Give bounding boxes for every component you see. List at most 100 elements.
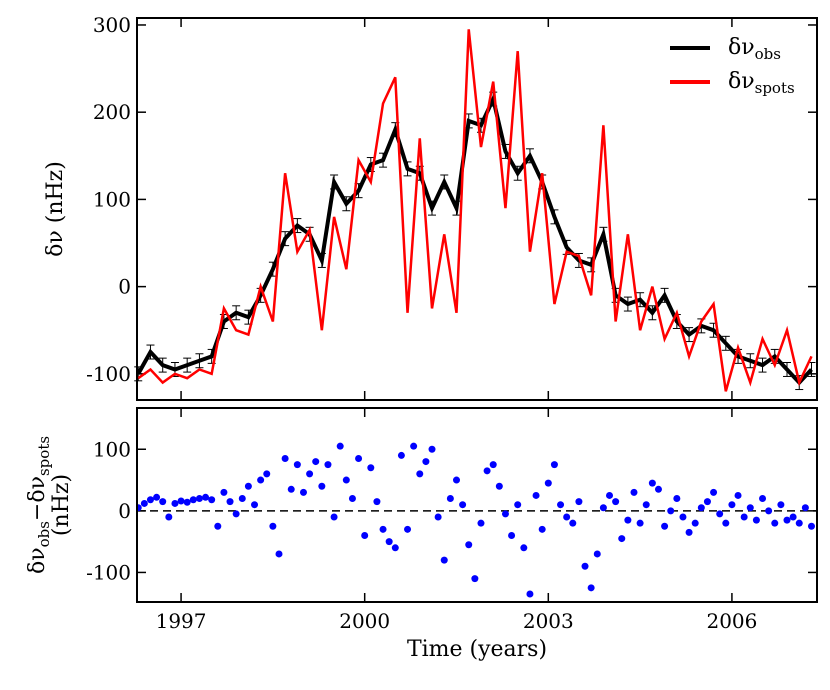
point (734, 491, 742, 499)
point (336, 442, 344, 450)
point (538, 525, 546, 533)
point (612, 498, 620, 506)
point (202, 493, 210, 501)
point (137, 504, 142, 512)
point (581, 562, 589, 570)
point (312, 458, 320, 466)
point (391, 544, 399, 552)
point (299, 488, 307, 496)
point (801, 504, 809, 512)
point (759, 495, 767, 503)
point (563, 513, 571, 521)
y-label: δν (nHz) (43, 161, 68, 257)
point (379, 525, 387, 533)
point (685, 528, 693, 536)
point (293, 461, 301, 469)
y-tick-label: 100 (93, 437, 131, 461)
point (728, 501, 736, 509)
point (557, 501, 565, 509)
point (691, 519, 699, 527)
point (471, 575, 479, 583)
point (342, 476, 350, 484)
point (153, 493, 161, 501)
point (697, 504, 705, 512)
point (440, 556, 448, 564)
point (165, 513, 173, 521)
y-tick-label: -100 (86, 362, 131, 386)
x-tick-label: 1997 (156, 609, 207, 633)
point (146, 496, 154, 504)
y-tick-label: -100 (86, 560, 131, 584)
point (140, 499, 148, 507)
point (710, 488, 718, 496)
point (238, 495, 246, 503)
point (385, 538, 393, 546)
point (489, 461, 497, 469)
point (446, 495, 454, 503)
point (495, 482, 503, 490)
point (208, 496, 216, 504)
x-tick-label: 2003 (523, 609, 574, 633)
point (483, 467, 491, 475)
y-label: (nHz) (49, 474, 74, 536)
point (416, 470, 424, 478)
point (508, 531, 516, 539)
point (477, 519, 485, 527)
point (575, 498, 583, 506)
point (807, 522, 815, 530)
point (544, 479, 552, 487)
point (679, 513, 687, 521)
point (269, 522, 277, 530)
point (673, 495, 681, 503)
series-line (137, 93, 813, 386)
point (795, 519, 803, 527)
axes-frame (136, 407, 818, 603)
point (667, 507, 675, 515)
y-tick-label: 0 (118, 499, 131, 523)
point (789, 513, 797, 521)
point (263, 470, 271, 478)
point (183, 498, 191, 506)
axes-frame (136, 17, 818, 401)
x-label: Time (years) (407, 637, 547, 662)
point (654, 485, 662, 493)
y-tick-label: 200 (93, 100, 131, 124)
point (397, 451, 405, 459)
point (752, 516, 760, 524)
legend-label: δνobs (728, 35, 781, 63)
point (361, 531, 369, 539)
point (459, 501, 467, 509)
point (520, 544, 528, 552)
point (642, 501, 650, 509)
point (324, 461, 332, 469)
point (232, 510, 240, 518)
point (648, 479, 656, 487)
point (330, 513, 338, 521)
point (275, 550, 283, 558)
point (306, 470, 314, 478)
point (703, 498, 711, 506)
y-tick-label: 100 (93, 187, 131, 211)
series-line (137, 29, 813, 392)
point (746, 504, 754, 512)
point (783, 516, 791, 524)
point (177, 497, 185, 505)
point (514, 501, 522, 509)
point (740, 513, 748, 521)
point (716, 510, 724, 518)
point (171, 499, 179, 507)
point (771, 519, 779, 527)
point (348, 495, 356, 503)
point (404, 525, 412, 533)
point (636, 519, 644, 527)
point (434, 513, 442, 521)
point (618, 535, 626, 543)
point (373, 498, 381, 506)
point (195, 495, 203, 503)
point (214, 522, 222, 530)
point (765, 507, 773, 515)
y-label: δνobs−δνspots (25, 436, 53, 574)
point (587, 584, 595, 592)
point (624, 516, 632, 524)
point (532, 491, 540, 499)
